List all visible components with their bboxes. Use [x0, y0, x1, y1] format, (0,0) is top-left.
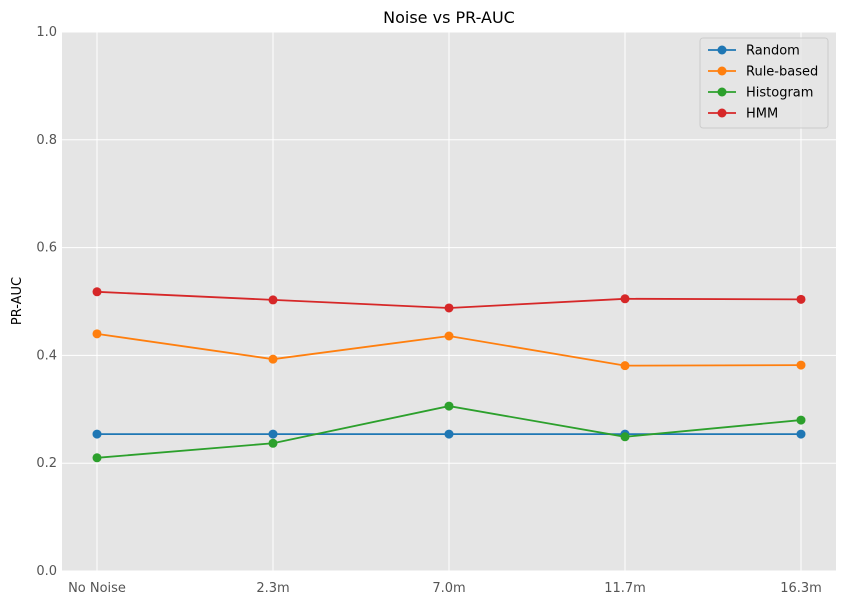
data-point-rule-based — [92, 329, 102, 339]
data-point-histogram — [444, 401, 454, 411]
data-point-hmm — [796, 294, 806, 304]
data-point-random — [268, 429, 278, 439]
y-tick-label: 0.4 — [36, 348, 57, 363]
y-axis-title: PR-AUC — [10, 277, 25, 325]
data-point-random — [444, 429, 454, 439]
x-tick-label: 7.0m — [432, 581, 465, 596]
data-point-rule-based — [268, 354, 278, 364]
y-tick-label: 0.0 — [36, 564, 57, 579]
data-point-hmm — [92, 287, 102, 297]
data-point-histogram — [620, 432, 630, 442]
chart-title: Noise vs PR-AUC — [383, 8, 515, 27]
tick-labels: 0.0 0.2 0.4 0.6 0.8 1.0 No Noise 2.3m 7.0m 11.7m 1… — [36, 25, 821, 596]
data-point-histogram — [92, 453, 102, 463]
y-tick-label: 0.2 — [36, 456, 57, 471]
series-layer — [92, 287, 806, 463]
legend: Random Rule-based Histogram HMM — [699, 37, 829, 129]
x-tick-label: 16.3m — [780, 581, 822, 596]
legend-box — [699, 37, 829, 129]
data-point-rule-based — [444, 331, 454, 341]
legend-label-histogram: Histogram — [746, 86, 813, 101]
data-point-histogram — [268, 438, 278, 448]
legend-label-random: Random — [746, 44, 800, 59]
legend-marker-histogram — [717, 87, 727, 97]
data-point-hmm — [444, 303, 454, 313]
legend-marker-random — [717, 45, 727, 55]
y-tick-label: 0.8 — [36, 133, 57, 148]
x-tick-label: 2.3m — [256, 581, 289, 596]
legend-marker-rule-based — [717, 66, 727, 76]
data-point-random — [796, 429, 806, 439]
legend-marker-hmm — [717, 108, 727, 118]
data-point-hmm — [268, 295, 278, 305]
y-tick-label: 1.0 — [36, 25, 57, 40]
data-point-hmm — [620, 294, 630, 304]
data-point-rule-based — [620, 361, 630, 371]
x-tick-label: No Noise — [68, 581, 126, 596]
data-point-histogram — [796, 415, 806, 425]
x-tick-label: 11.7m — [604, 581, 646, 596]
data-point-random — [92, 429, 102, 439]
data-point-rule-based — [796, 360, 806, 370]
legend-label-hmm: HMM — [746, 107, 778, 122]
y-tick-label: 0.6 — [36, 241, 57, 256]
legend-label-rule-based: Rule-based — [746, 65, 818, 80]
